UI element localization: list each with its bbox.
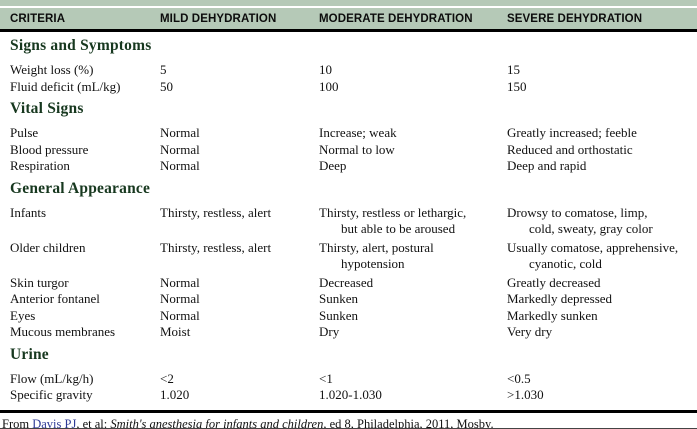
table-row: Skin turgor Normal Decreased Greatly decrea… [10,275,697,292]
row-value: Decreased [319,274,374,290]
row-value: Deep [319,158,347,173]
row-value: Very dry [507,324,553,339]
top-accent-band [0,0,697,6]
row-label: Skin turgor [10,274,69,290]
table-row: Pulse Normal Increase; weak Greatly increas… [10,125,697,142]
row-value: Normal [160,307,200,323]
row-value: <0.5 [507,370,531,386]
row-value: Drowsy to comatose, limp, cold, sweaty, … [507,204,653,237]
row-value: Normal [160,274,200,290]
row-label: Mucous membranes [10,324,116,339]
row-label: Pulse [10,125,39,140]
row-label: Respiration [10,158,70,173]
row-value: Thirsty, alert, postural hypotension [319,239,434,272]
row-label: Specific gravity [10,387,93,402]
row-value: 5 [160,62,167,77]
row-label: Eyes [10,307,36,323]
row-value: Sunken [319,307,358,323]
row-value: Greatly increased; feeble [507,125,637,140]
column-header-criteria: CRITERIA [10,12,66,25]
table-body: Signs and Symptoms Weight loss (%) 5 10 15 Fl… [0,37,697,404]
row-value: Greatly decreased [507,274,601,290]
row-value: 100 [319,78,339,94]
citation-book-title: Smith's anesthesia for infants and child… [110,416,327,429]
row-label: Infants [10,204,47,220]
row-value: Normal [160,158,200,173]
table-row: Eyes Normal Sunken Markedly sunken [10,308,697,325]
table-row: Blood pressure Normal Normal to low Reduced… [10,142,697,159]
table-row: Weight loss (%) 5 10 15 [10,62,697,79]
row-value: Markedly sunken [507,307,598,323]
column-header-moderate: MODERATE DEHYDRATION [319,12,473,25]
row-value: 1.020 [160,387,190,402]
citation-suffix: ed 8, Philadelphia, 2011, Mosby. [326,416,494,429]
row-value: Deep and rapid [507,158,587,173]
row-value: Thirsty, restless or lethargic, but able… [319,204,467,237]
row-label: Fluid deficit (mL/kg) [10,78,121,94]
row-label: Flow (mL/kg/h) [10,370,94,386]
table-row: Older children Thirsty, restless, alert Th… [10,240,697,273]
column-header-mild: MILD DEHYDRATION [160,12,277,25]
row-value: Normal [160,291,200,306]
row-value: Normal [160,125,200,140]
table-row: Specific gravity 1.020 1.020-1.030 >1.030 [10,387,697,404]
row-label: Blood pressure [10,141,89,157]
accent-band-divider [0,6,697,8]
row-value: Usually comatose, apprehensive, cyanotic… [507,239,679,272]
row-value: Thirsty, restless, alert [160,239,272,255]
row-value: 50 [160,78,173,94]
table-row: Fluid deficit (mL/kg) 50 100 150 [10,79,697,96]
column-header-severe: SEVERE DEHYDRATION [507,12,643,25]
section-title: Signs and Symptoms [10,37,152,54]
row-value: Markedly depressed [507,291,613,306]
section-title: Vital Signs [10,100,84,117]
row-value: Reduced and orthostatic [507,141,633,157]
row-value: Thirsty, restless, alert [160,204,272,220]
table-row: Flow (mL/kg/h) <2 <1 <0.5 [10,371,697,388]
row-label: Weight loss (%) [10,62,94,77]
table-row: Infants Thirsty, restless, alert Thirsty, … [10,205,697,238]
row-value: Moist [160,324,191,339]
table-row: Mucous membranes Moist Dry Very dry [10,324,697,341]
row-value: Sunken [319,291,358,306]
table-row: Anterior fontanel Normal Sunken Markedly de… [10,291,697,308]
section-title: Urine [10,345,49,363]
citation-middle: , et al: [76,416,111,429]
row-value: Normal [160,141,200,157]
source-citation: From Davis PJ, et al: Smith's anesthesia… [0,409,697,429]
row-label: Anterior fontanel [10,291,100,306]
row-value: Increase; weak [319,125,397,140]
row-value: 10 [319,62,332,77]
citation-prefix: From [2,416,33,429]
citation-author-link[interactable]: Davis PJ [32,416,77,429]
row-label: Older children [10,239,86,255]
row-value: 15 [507,62,520,77]
table-row: Respiration Normal Deep Deep and rapid [10,158,697,175]
row-value: Dry [319,324,340,339]
row-value: Normal to low [319,141,395,157]
row-value: 1.020-1.030 [319,387,382,402]
row-value: <1 [319,370,333,386]
row-value: >1.030 [507,387,544,402]
row-value: <2 [160,370,174,386]
table-header-row: CRITERIA MILD DEHYDRATION MODERATE DEHYD… [0,8,697,32]
section-title: General Appearance [10,179,151,197]
row-value: 150 [507,78,527,94]
